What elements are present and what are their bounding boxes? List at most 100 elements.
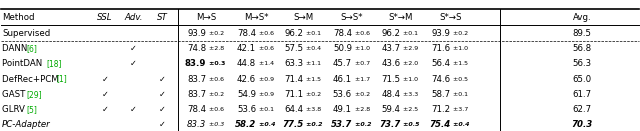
Text: 74.8: 74.8	[188, 44, 206, 53]
Text: 42.1: 42.1	[237, 44, 256, 53]
Text: ±0.9: ±0.9	[257, 77, 274, 82]
Text: 71.2: 71.2	[431, 105, 451, 114]
Text: ±3.8: ±3.8	[304, 107, 321, 112]
Text: Method: Method	[2, 13, 35, 22]
Text: ±0.1: ±0.1	[304, 31, 321, 36]
Text: ±0.4: ±0.4	[304, 46, 321, 51]
Text: ✓: ✓	[159, 90, 166, 99]
Text: ±1.7: ±1.7	[353, 77, 370, 82]
Text: ±0.2: ±0.2	[207, 92, 224, 97]
Text: 83.3: 83.3	[187, 120, 206, 129]
Text: 61.7: 61.7	[572, 90, 591, 99]
Text: 58.2: 58.2	[235, 120, 256, 129]
Text: ✓: ✓	[159, 120, 166, 129]
Text: ±0.3: ±0.3	[207, 122, 224, 127]
Text: 71.5: 71.5	[381, 75, 401, 84]
Text: 44.8: 44.8	[237, 59, 256, 68]
Text: ±2.0: ±2.0	[401, 61, 418, 66]
Text: 74.6: 74.6	[431, 75, 451, 84]
Text: 56.3: 56.3	[572, 59, 591, 68]
Text: M→S: M→S	[196, 13, 216, 22]
Text: PointDAN: PointDAN	[2, 59, 45, 68]
Text: ±1.1: ±1.1	[304, 61, 321, 66]
Text: ±1.5: ±1.5	[304, 77, 321, 82]
Text: ±0.2: ±0.2	[353, 92, 370, 97]
Text: ±1.0: ±1.0	[353, 46, 369, 51]
Text: 45.7: 45.7	[333, 59, 352, 68]
Text: 83.7: 83.7	[188, 75, 206, 84]
Text: ±1.0: ±1.0	[401, 77, 418, 82]
Text: ✓: ✓	[101, 90, 108, 99]
Text: ±0.4: ±0.4	[451, 122, 469, 127]
Text: ±0.5: ±0.5	[401, 122, 420, 127]
Text: 65.0: 65.0	[572, 75, 591, 84]
Text: ±0.6: ±0.6	[207, 77, 224, 82]
Text: DANN: DANN	[2, 44, 30, 53]
Text: ±1.0: ±1.0	[451, 46, 468, 51]
Text: ±0.2: ±0.2	[353, 122, 371, 127]
Text: 43.6: 43.6	[381, 59, 401, 68]
Text: ±0.2: ±0.2	[304, 122, 323, 127]
Text: ±0.1: ±0.1	[451, 92, 468, 97]
Text: ±1.5: ±1.5	[451, 61, 468, 66]
Text: 63.3: 63.3	[284, 59, 303, 68]
Text: 93.9: 93.9	[188, 29, 206, 38]
Text: GAST: GAST	[2, 90, 28, 99]
Text: ±0.7: ±0.7	[353, 61, 370, 66]
Text: 83.9: 83.9	[185, 59, 206, 68]
Text: GLRV: GLRV	[2, 105, 28, 114]
Text: ±2.5: ±2.5	[401, 107, 418, 112]
Text: ±3.7: ±3.7	[451, 107, 468, 112]
Text: 56.4: 56.4	[431, 59, 451, 68]
Text: ✓: ✓	[101, 75, 108, 84]
Text: 53.7: 53.7	[331, 120, 352, 129]
Text: 53.6: 53.6	[333, 90, 352, 99]
Text: ±0.2: ±0.2	[304, 92, 321, 97]
Text: ✓: ✓	[130, 44, 137, 53]
Text: [5]: [5]	[27, 105, 38, 114]
Text: 42.6: 42.6	[237, 75, 256, 84]
Text: 96.2: 96.2	[284, 29, 303, 38]
Text: ✓: ✓	[130, 105, 137, 114]
Text: [1]: [1]	[56, 75, 67, 84]
Text: ±1.4: ±1.4	[257, 61, 274, 66]
Text: ±0.2: ±0.2	[207, 31, 224, 36]
Text: 54.9: 54.9	[237, 90, 256, 99]
Text: PC-Adapter: PC-Adapter	[2, 120, 51, 129]
Text: [29]: [29]	[27, 90, 42, 99]
Text: 53.6: 53.6	[237, 105, 256, 114]
Text: ✓: ✓	[159, 75, 166, 84]
Text: 50.9: 50.9	[333, 44, 352, 53]
Text: 71.6: 71.6	[431, 44, 451, 53]
Text: 89.5: 89.5	[572, 29, 591, 38]
Text: ±0.6: ±0.6	[207, 107, 224, 112]
Text: ✓: ✓	[130, 59, 137, 68]
Text: 57.5: 57.5	[284, 44, 303, 53]
Text: ±0.1: ±0.1	[257, 107, 274, 112]
Text: ±0.6: ±0.6	[257, 31, 274, 36]
Text: 64.4: 64.4	[284, 105, 303, 114]
Text: 77.5: 77.5	[282, 120, 303, 129]
Text: 46.1: 46.1	[333, 75, 352, 84]
Text: 43.7: 43.7	[381, 44, 401, 53]
Text: SSL: SSL	[97, 13, 113, 22]
Text: ±2.9: ±2.9	[401, 46, 419, 51]
Text: Adv.: Adv.	[124, 13, 143, 22]
Text: ST: ST	[157, 13, 168, 22]
Text: ±0.1: ±0.1	[401, 31, 418, 36]
Text: ±0.6: ±0.6	[257, 46, 274, 51]
Text: ✓: ✓	[159, 105, 166, 114]
Text: 71.1: 71.1	[284, 90, 303, 99]
Text: 83.7: 83.7	[188, 90, 206, 99]
Text: 71.4: 71.4	[284, 75, 303, 84]
Text: 78.4: 78.4	[188, 105, 206, 114]
Text: ±0.4: ±0.4	[257, 122, 275, 127]
Text: 62.7: 62.7	[572, 105, 591, 114]
Text: 59.4: 59.4	[381, 105, 401, 114]
Text: S*→S: S*→S	[439, 13, 461, 22]
Text: 56.8: 56.8	[572, 44, 591, 53]
Text: S*→M: S*→M	[388, 13, 413, 22]
Text: 78.4: 78.4	[237, 29, 256, 38]
Text: Avg.: Avg.	[573, 13, 591, 22]
Text: DefRec+PCM: DefRec+PCM	[2, 75, 61, 84]
